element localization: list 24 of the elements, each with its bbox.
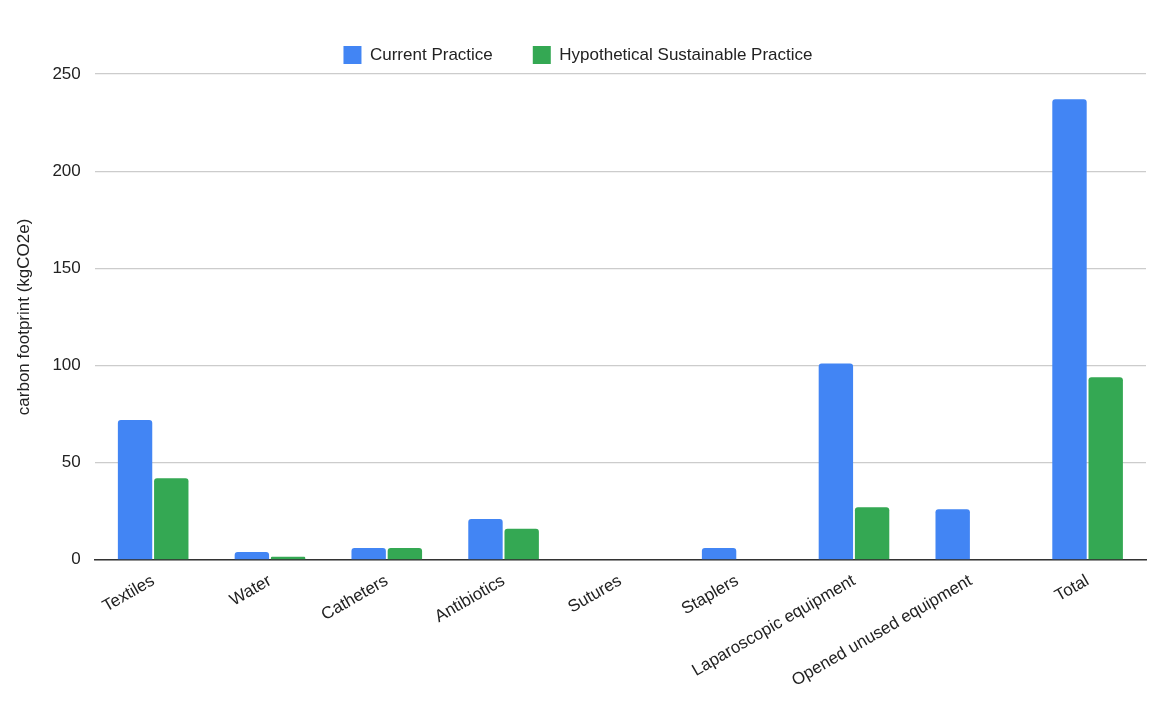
- bar: [468, 518, 503, 560]
- bar: [387, 548, 423, 560]
- bar: [701, 548, 737, 560]
- x-tick-label: Total: [1051, 570, 1092, 606]
- bar: [935, 509, 970, 560]
- bar: [351, 548, 386, 560]
- y-tick-label: 150: [52, 258, 81, 277]
- bar: [154, 478, 189, 560]
- y-tick-label: 0: [71, 549, 81, 569]
- bar: [1088, 377, 1123, 560]
- y-tick-label: 250: [52, 63, 81, 83]
- y-tick-label: 200: [52, 160, 81, 180]
- bar: [117, 419, 153, 560]
- y-axis-title: carbon footprint (kgCO2e): [13, 218, 33, 416]
- x-tick-label: Water: [226, 570, 275, 610]
- bar: [504, 528, 539, 560]
- bar: [818, 363, 854, 560]
- y-tick-label: 100: [52, 355, 81, 375]
- bar: [234, 552, 270, 560]
- bar: [1052, 99, 1087, 560]
- legend-label: Hypothetical Sustainable Practice: [559, 44, 813, 64]
- bar: [854, 507, 890, 560]
- y-tick-label: 50: [61, 452, 81, 472]
- legend-label: Current Practice: [369, 44, 493, 64]
